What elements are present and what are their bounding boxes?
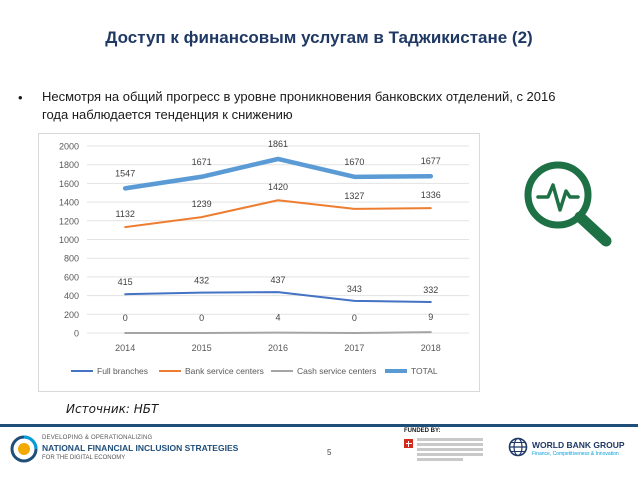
x-tick-label: 2015 xyxy=(192,343,212,353)
swiss-confederation-logo xyxy=(404,437,484,477)
y-tick-label: 800 xyxy=(64,254,79,264)
bullet-text: Несмотря на общий прогресс в уровне прон… xyxy=(42,89,556,122)
y-tick-label: 600 xyxy=(64,272,79,282)
x-tick-label: 2018 xyxy=(421,343,441,353)
data-label-total: 1671 xyxy=(192,157,212,167)
series-line-cash xyxy=(124,331,432,334)
data-label-full: 332 xyxy=(423,285,438,295)
y-tick-label: 200 xyxy=(64,310,79,320)
series-line-full xyxy=(124,291,432,303)
globe-icon xyxy=(508,437,528,457)
x-tick-label: 2016 xyxy=(268,343,288,353)
data-label-total: 1861 xyxy=(268,139,288,149)
data-label-cash: 0 xyxy=(123,313,128,323)
data-label-total: 1677 xyxy=(421,156,441,166)
data-label-full: 343 xyxy=(347,284,362,294)
data-label-bank: 1336 xyxy=(421,190,441,200)
line-chart: 0 200 400 600 800 1000 1200 1400 1600 1800 2000 201… xyxy=(38,133,480,392)
legend-label-total: TOTAL xyxy=(411,366,438,376)
source-note: Источник: НБТ xyxy=(66,402,159,416)
series-line-total xyxy=(122,156,434,191)
y-tick-label: 400 xyxy=(64,291,79,301)
y-tick-label: 1800 xyxy=(59,160,79,170)
data-label-cash: 0 xyxy=(352,313,357,323)
funded-by-label: FUNDED BY: xyxy=(404,428,441,434)
x-tick-label: 2017 xyxy=(344,343,364,353)
analytics-magnifier-icon xyxy=(524,161,612,247)
page-number: 5 xyxy=(327,448,332,457)
data-label-cash: 0 xyxy=(199,313,204,323)
y-tick-label: 0 xyxy=(74,329,79,339)
world-bank-subtitle: Finance, Competitiveness & Innovation xyxy=(532,451,619,457)
nfis-logo-icon xyxy=(10,435,38,463)
world-bank-name: WORLD BANK GROUP xyxy=(532,440,625,450)
world-bank-logo: WORLD BANK GROUP Finance, Competitivenes… xyxy=(508,436,636,466)
data-label-bank: 1239 xyxy=(192,199,212,209)
y-tick-label: 1400 xyxy=(59,198,79,208)
data-label-total: 1670 xyxy=(344,157,364,167)
legend-label-bank: Bank service centers xyxy=(185,366,264,376)
series-line-bank xyxy=(124,199,432,229)
y-tick-label: 1600 xyxy=(59,179,79,189)
data-label-full: 432 xyxy=(194,276,209,286)
data-label-full: 437 xyxy=(270,275,285,285)
logo-line-3: FOR THE DIGITAL ECONOMY xyxy=(42,455,126,461)
bullet-marker: • xyxy=(18,90,23,105)
data-label-bank: 1327 xyxy=(344,191,364,201)
nfis-logo: DEVELOPING & OPERATIONALIZING NATIONAL F… xyxy=(10,433,320,473)
data-label-bank: 1420 xyxy=(268,182,288,192)
x-tick-label: 2014 xyxy=(115,343,135,353)
data-label-full: 415 xyxy=(118,277,133,287)
data-label-total: 1547 xyxy=(115,168,135,178)
logo-line-2: NATIONAL FINANCIAL INCLUSION STRATEGIES xyxy=(42,443,239,453)
y-tick-label: 1200 xyxy=(59,216,79,226)
data-label-cash: 9 xyxy=(428,312,433,322)
data-label-bank: 1132 xyxy=(116,209,135,219)
swiss-logo-text-lines xyxy=(417,438,483,463)
legend-label-cash: Cash service centers xyxy=(297,366,376,376)
slide-title: Доступ к финансовым услугам в Таджикиста… xyxy=(105,28,533,47)
footer-divider xyxy=(0,424,638,427)
swiss-flag-icon xyxy=(404,439,413,448)
chart-svg: 0200400600800100012001400160018002000201… xyxy=(59,139,469,376)
legend-label-full: Full branches xyxy=(97,366,148,376)
data-label-cash: 4 xyxy=(275,313,280,323)
y-tick-label: 2000 xyxy=(59,142,79,152)
y-tick-label: 1000 xyxy=(59,235,79,245)
logo-line-1: DEVELOPING & OPERATIONALIZING xyxy=(42,435,153,441)
